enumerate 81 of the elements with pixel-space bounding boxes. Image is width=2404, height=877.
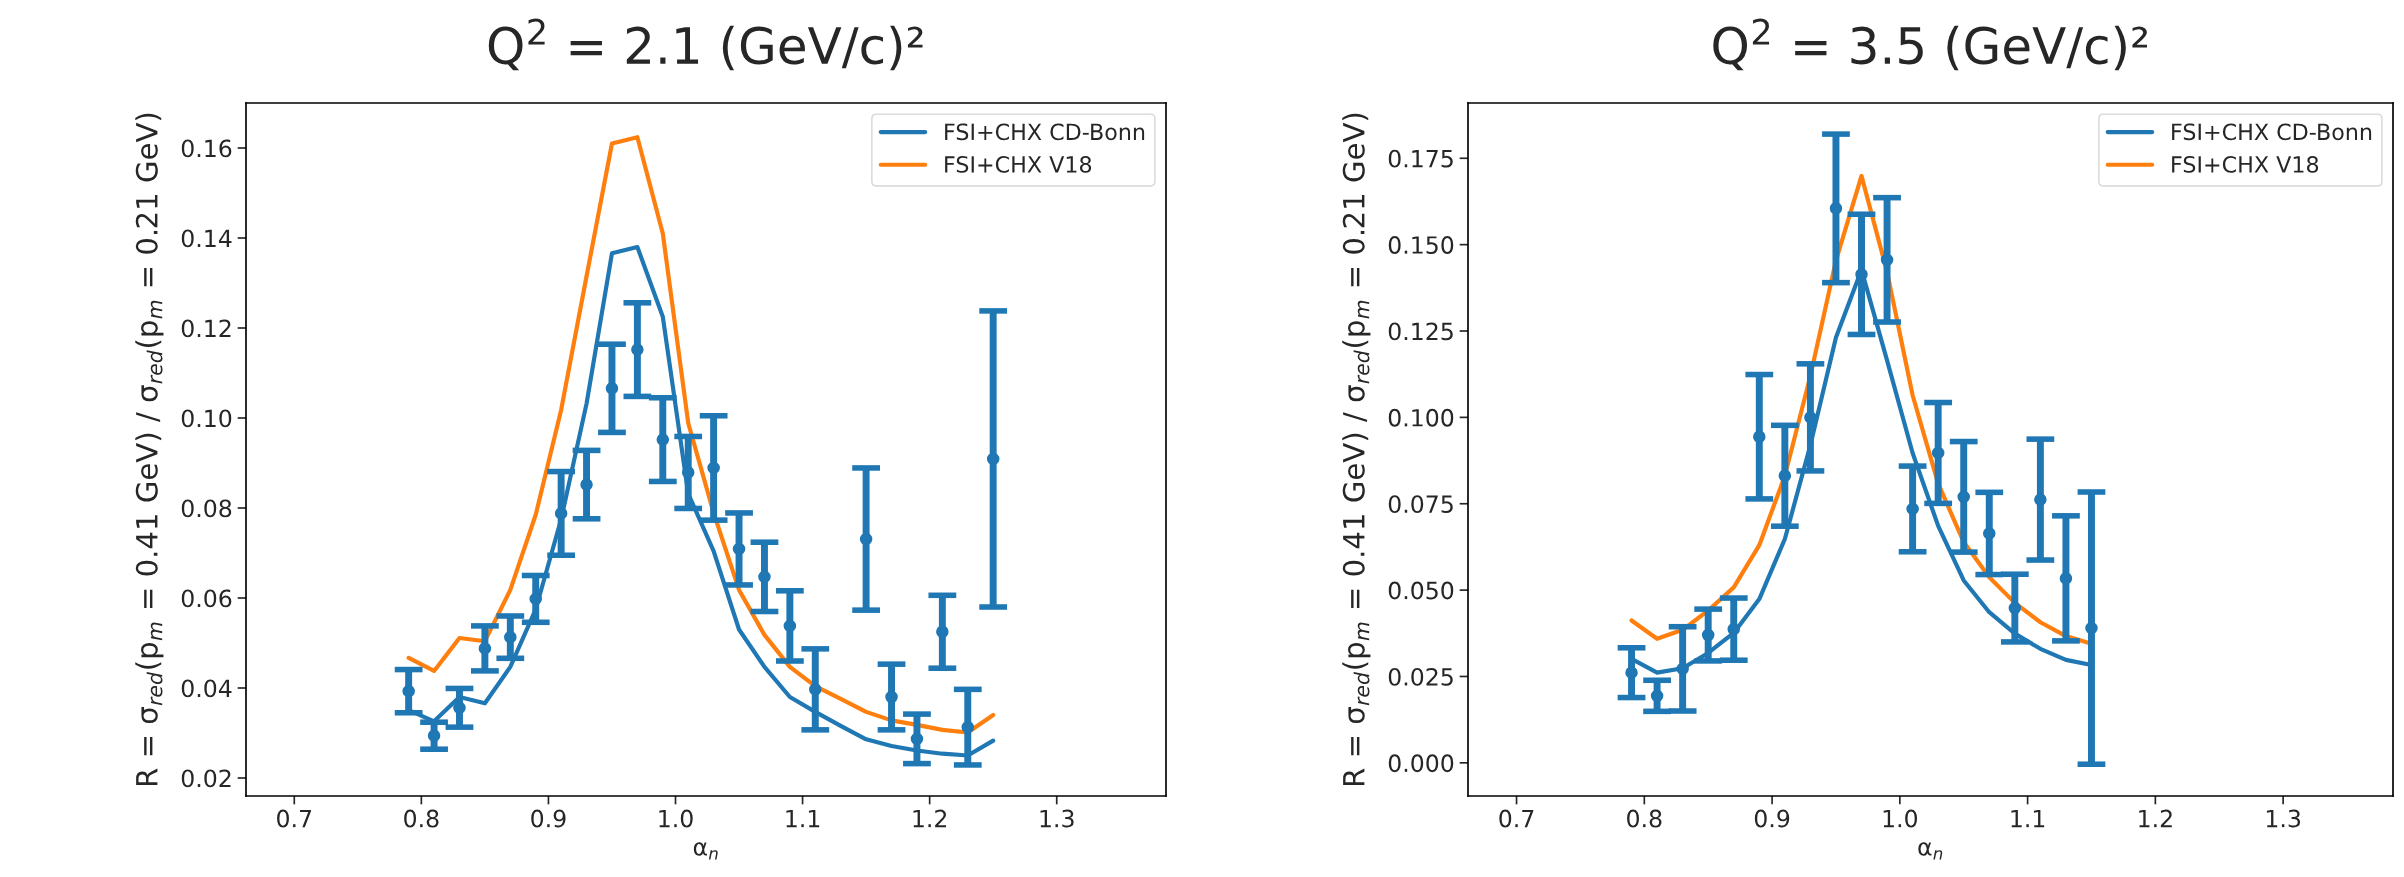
point	[681, 466, 695, 479]
x-tick-label: 0.8	[404, 809, 439, 828]
point	[1676, 662, 1689, 676]
text: R = σ$_{red}$(p$_{m}$ = 0.41 GeV) / σ$_{red}$(p$_{m}$ = 0.21 GeV)	[1342, 113, 1371, 786]
point	[936, 625, 949, 639]
x-tick-label: 0.7	[1499, 809, 1534, 828]
point	[910, 732, 924, 746]
point	[580, 478, 593, 491]
point	[961, 720, 975, 734]
y-tick-label: 0.08	[181, 499, 232, 518]
point	[1727, 622, 1741, 636]
legend-label: FSI+CHX CD-Bonn	[2172, 123, 2372, 141]
point	[2059, 572, 2073, 585]
point	[1804, 411, 1817, 424]
y-tick-label: 0.150	[1388, 236, 1454, 254]
point	[504, 630, 517, 644]
chart-title: Q$^{2}$ = 3.5 (GeV/c)²	[1713, 18, 2148, 71]
point	[1625, 666, 1638, 679]
point	[1650, 689, 1664, 703]
x-tick-label: 1.1	[786, 809, 820, 828]
y-tick-label: 0.025	[1388, 667, 1453, 686]
y-tick-label: 0.10	[181, 409, 232, 428]
y-tick-label: 0.075	[1388, 495, 1453, 514]
text: R = σ$_{red}$(p$_{m}$ = 0.41 GeV) / σ$_{red}$(p$_{m}$ = 0.21 GeV)	[135, 113, 164, 786]
point	[707, 461, 720, 475]
y-tick-label: 0.175	[1388, 149, 1453, 168]
x-tick-label: 0.9	[1754, 809, 1790, 828]
point	[1931, 446, 1945, 460]
point	[1906, 502, 1919, 516]
point	[529, 592, 542, 606]
point	[1701, 628, 1715, 642]
point	[554, 507, 568, 520]
point	[2034, 493, 2047, 506]
point	[478, 642, 492, 655]
y-tick-label: 0.04	[181, 679, 232, 698]
point	[758, 570, 771, 584]
point	[1829, 202, 1843, 215]
point	[1778, 469, 1792, 483]
legend-label: FSI+CHX CD-Bonn	[945, 123, 1145, 141]
point	[656, 433, 670, 446]
chart-title: Q$^{2}$ = 2.1 (GeV/c)²	[488, 18, 923, 71]
x-tick-label: 0.9	[531, 809, 566, 828]
point	[732, 542, 746, 556]
y-tick-label: 0.16	[181, 139, 232, 158]
y-tick-label: 0.100	[1388, 408, 1454, 427]
x-tick-label: 0.8	[1627, 809, 1662, 828]
point	[859, 532, 873, 546]
y-tick-label: 0.06	[181, 589, 232, 608]
x-tick-label: 1.3	[1040, 809, 1074, 828]
y-tick-label: 0.14	[181, 229, 232, 248]
point	[1880, 253, 1894, 267]
x-tick-label: 1.0	[1883, 809, 1918, 828]
point	[402, 684, 415, 698]
point	[2085, 621, 2098, 635]
point	[809, 683, 822, 696]
x-tick-label: 0.7	[277, 809, 312, 828]
x-tick-label: 1.3	[2266, 809, 2301, 828]
point	[605, 382, 619, 395]
point	[986, 452, 1000, 466]
point	[783, 619, 797, 633]
x-axis-title: α$_{n}$	[693, 842, 718, 860]
point	[885, 690, 898, 704]
point	[2008, 601, 2022, 615]
x-tick-label: 1.2	[913, 809, 947, 828]
x-axis-title: α$_{n}$	[1918, 842, 1943, 860]
y-tick-label: 0.000	[1388, 754, 1454, 773]
legend-label: FSI+CHX V18	[2172, 156, 2319, 173]
x-tick-label: 1.2	[2139, 809, 2172, 828]
legend-label: FSI+CHX V18	[945, 156, 1092, 173]
y-tick-label: 0.050	[1388, 581, 1454, 600]
y-tick-label: 0.12	[181, 319, 231, 338]
point	[453, 701, 466, 715]
x-tick-label: 1.0	[659, 809, 693, 828]
point	[427, 729, 441, 742]
point	[1957, 490, 1970, 504]
point	[1753, 430, 1766, 443]
y-tick-label: 0.02	[181, 769, 231, 788]
point	[1983, 527, 1996, 540]
point	[631, 343, 644, 356]
x-tick-label: 1.1	[2011, 809, 2045, 828]
y-tick-label: 0.125	[1388, 322, 1453, 341]
